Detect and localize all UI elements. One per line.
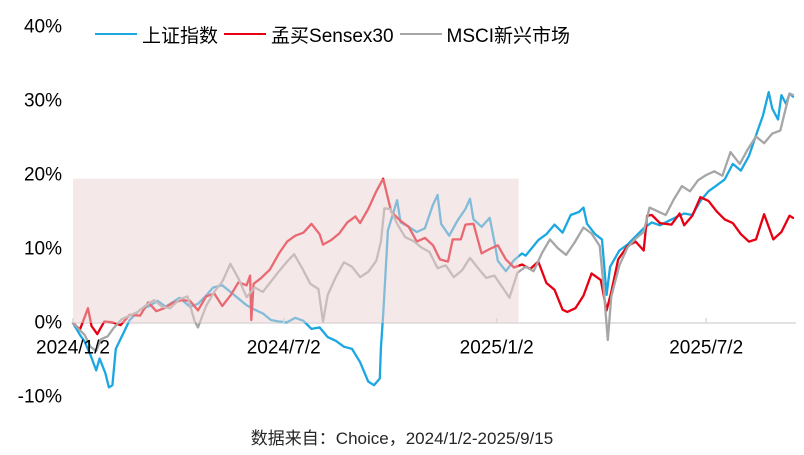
y-tick-label: 10%: [24, 239, 62, 260]
legend-swatch-shanghai-composite: [95, 32, 137, 36]
y-tick-label: 0%: [35, 313, 63, 334]
x-tick-label: 2025/1/2: [460, 338, 534, 359]
y-tick-label: 30%: [24, 91, 62, 112]
legend-label-msci-emerging: MSCI新兴市场: [446, 25, 571, 47]
legend: 上证指数 孟买Sensex30 MSCI新兴市场: [95, 21, 576, 48]
legend-item-sensex30: 孟买Sensex30: [224, 21, 394, 48]
x-tick-label: 2025/7/2: [669, 338, 743, 359]
legend-item-msci-emerging: MSCI新兴市场: [399, 21, 571, 48]
legend-swatch-msci-emerging: [399, 32, 442, 36]
legend-label-sensex30: 孟买Sensex30: [271, 25, 394, 47]
source-note: 数据来自：Choice，2024/1/2-2025/9/15: [250, 429, 554, 448]
y-tick-label: 40%: [24, 17, 62, 38]
x-tick-label: 2024/1/2: [36, 338, 110, 359]
x-tick-label: 2024/7/2: [247, 338, 321, 359]
y-tick-label: 20%: [24, 165, 62, 186]
legend-item-shanghai-composite: 上证指数: [95, 21, 218, 48]
legend-swatch-sensex30: [224, 32, 267, 36]
legend-label-shanghai-composite: 上证指数: [142, 25, 219, 47]
y-tick-label: -10%: [18, 387, 62, 408]
highlight-band: [73, 178, 519, 323]
